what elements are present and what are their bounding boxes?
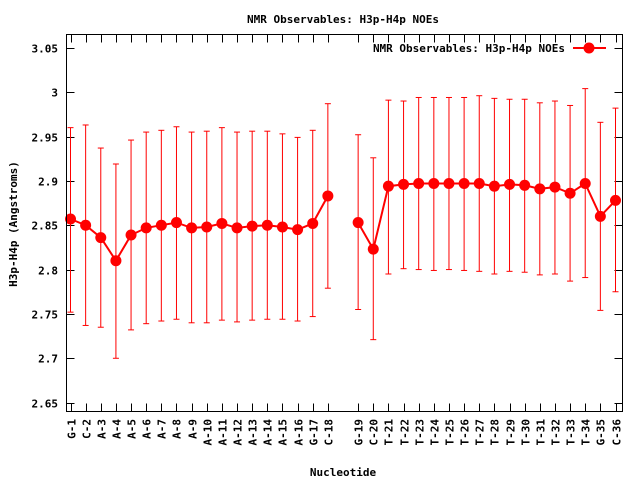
data-point — [473, 178, 485, 190]
x-tick-label: T-21 — [383, 419, 396, 446]
y-tick-label: 2.95 — [32, 132, 59, 145]
data-point — [95, 232, 107, 244]
y-tick-label: 3.05 — [32, 43, 59, 56]
data-point — [398, 178, 410, 190]
data-point — [428, 178, 440, 190]
chart-title: NMR Observables: H3p-H4p NOEs — [247, 13, 439, 26]
legend-label: NMR Observables: H3p-H4p NOEs — [373, 42, 565, 55]
x-tick-label: T-33 — [565, 419, 578, 446]
x-tick-label: A-9 — [187, 419, 200, 439]
x-tick-label: A-11 — [217, 419, 230, 446]
x-tick-label: G-35 — [595, 419, 608, 446]
x-tick-label: A-12 — [232, 419, 245, 446]
series-line — [70, 195, 329, 263]
x-tick-label: C-2 — [81, 419, 94, 439]
x-tick-label: A-5 — [126, 419, 139, 439]
data-point — [65, 213, 76, 225]
data-point — [594, 210, 606, 222]
x-tick-label: A-10 — [202, 419, 215, 446]
y-tick-label: 2.75 — [32, 309, 59, 322]
x-tick-label: A-14 — [262, 419, 275, 446]
x-tick-label: G-1 — [66, 419, 79, 439]
x-tick-label: C-20 — [368, 419, 381, 446]
y-tick-label: 2.65 — [32, 398, 59, 411]
data-point — [579, 178, 591, 190]
y-tick-label: 2.8 — [38, 265, 58, 278]
data-point — [261, 219, 273, 231]
x-tick-label: A-13 — [247, 419, 260, 446]
data-point — [231, 222, 243, 234]
x-tick-label: T-23 — [414, 419, 427, 446]
x-tick-label: A-4 — [111, 419, 124, 439]
y-tick-label: 2.85 — [32, 220, 59, 233]
x-tick-label: G-17 — [308, 419, 321, 446]
x-axis: G-1 C-2 A-3 A-4 A-5 A-6 A-7 A-8 A-9 A-10 A-11 A-12 A… — [66, 34, 624, 446]
data-point — [564, 187, 576, 199]
x-axis-label: Nucleotide — [310, 466, 377, 479]
data-point — [170, 217, 182, 229]
data-point — [519, 179, 531, 191]
series-layer — [65, 88, 621, 359]
data-point — [352, 217, 364, 229]
x-tick-label: T-27 — [474, 419, 487, 446]
data-point — [610, 194, 621, 206]
x-tick-label: T-26 — [459, 419, 472, 446]
plot-frame — [66, 34, 623, 412]
data-point — [549, 181, 561, 193]
x-tick-label: A-8 — [171, 419, 184, 439]
data-point — [443, 178, 455, 190]
x-tick-label: T-34 — [580, 419, 593, 446]
data-point — [322, 190, 334, 202]
x-tick-label: C-18 — [323, 419, 336, 446]
data-point — [186, 222, 198, 234]
y-tick-label: 3 — [51, 87, 58, 100]
x-tick-label: T-30 — [520, 419, 533, 446]
data-point — [276, 221, 288, 233]
data-point — [488, 180, 500, 192]
series-line — [357, 182, 617, 252]
x-tick-label: T-25 — [444, 419, 457, 446]
y-axis: 3.05 3 2.95 2.9 2.85 2.8 2.75 2.7 2.65 — [32, 43, 623, 411]
data-point — [201, 221, 213, 233]
data-point — [504, 178, 516, 190]
y-tick-label: 2.9 — [38, 176, 58, 189]
legend: NMR Observables: H3p-H4p NOEs — [373, 42, 606, 55]
x-tick-label: A-3 — [96, 419, 109, 439]
data-point — [292, 224, 304, 236]
x-tick-label: T-24 — [429, 419, 442, 446]
x-tick-label: T-31 — [535, 419, 548, 446]
data-point — [155, 219, 167, 231]
y-axis-label: H3p-H4p (Angstroms) — [7, 161, 20, 287]
legend-marker — [583, 42, 595, 54]
x-tick-label: G-19 — [353, 419, 366, 446]
data-point — [246, 220, 258, 232]
data-point — [110, 255, 122, 267]
data-point — [534, 183, 546, 195]
data-point — [140, 222, 152, 234]
x-tick-label: A-7 — [156, 419, 169, 439]
x-tick-label: T-22 — [399, 419, 412, 446]
data-point — [367, 243, 379, 255]
data-point — [458, 178, 470, 190]
data-point — [80, 219, 92, 231]
data-point — [413, 178, 425, 190]
x-tick-label: T-32 — [550, 419, 563, 446]
data-point — [125, 229, 137, 241]
y-tick-label: 2.7 — [38, 353, 58, 366]
x-tick-label: A-16 — [293, 419, 306, 446]
x-tick-label: A-15 — [277, 419, 290, 446]
x-tick-label: A-6 — [141, 419, 154, 439]
x-tick-label: T-28 — [489, 419, 502, 446]
data-point — [382, 180, 394, 192]
data-point — [307, 217, 319, 229]
data-point — [216, 217, 228, 229]
x-tick-label: T-29 — [505, 419, 518, 446]
x-tick-label: C-36 — [611, 419, 624, 446]
